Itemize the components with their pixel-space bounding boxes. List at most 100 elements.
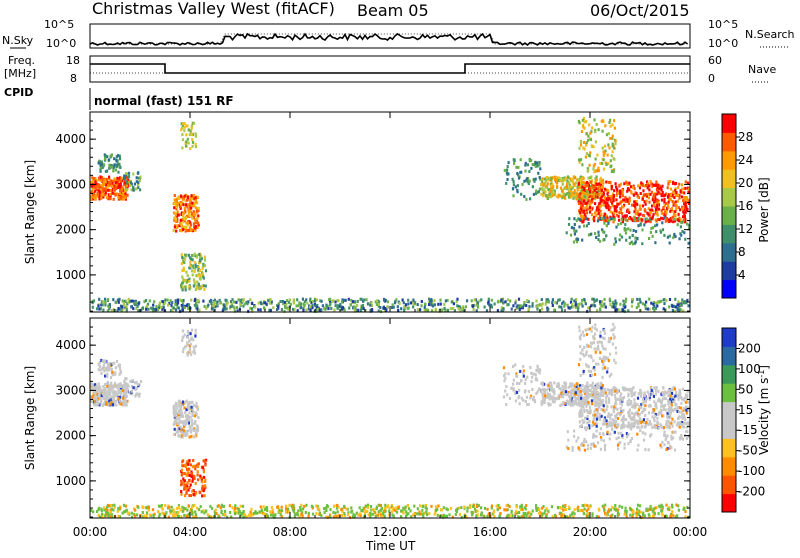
power-cell xyxy=(394,301,396,304)
velocity-cell xyxy=(583,370,585,373)
velocity-cell xyxy=(548,382,550,385)
power-cell xyxy=(173,229,175,232)
power-cell xyxy=(559,298,561,301)
power-cell xyxy=(644,200,646,203)
power-cell xyxy=(677,307,679,310)
power-cell xyxy=(649,218,651,221)
power-cell xyxy=(652,226,654,229)
velocity-cell xyxy=(622,418,624,421)
power-cell xyxy=(639,298,641,301)
power-cell xyxy=(289,298,291,301)
power-cell xyxy=(656,305,658,308)
power-cell xyxy=(642,189,644,192)
power-cell xyxy=(581,178,583,181)
date-label: 06/Oct/2015 xyxy=(590,1,690,20)
velocity-cell xyxy=(93,403,95,406)
velocity-cell xyxy=(513,379,515,382)
velocity-cell xyxy=(333,505,335,508)
power-cell xyxy=(142,306,144,309)
power-cell xyxy=(281,308,283,311)
power-cell xyxy=(105,170,107,173)
power-cell xyxy=(667,186,669,189)
power-cell xyxy=(602,239,604,242)
velocity-cell xyxy=(681,423,683,426)
power-cell xyxy=(582,207,584,210)
power-cell xyxy=(631,300,633,303)
velocity-cell xyxy=(103,369,105,372)
velocity-cell xyxy=(598,406,600,409)
velocity-cell xyxy=(656,417,658,420)
velocity-cell xyxy=(119,367,121,370)
power-cell xyxy=(326,304,328,307)
power-cell xyxy=(588,233,590,236)
power-cell xyxy=(532,163,534,166)
power-cell xyxy=(681,195,683,198)
power-cell xyxy=(632,242,634,245)
velocity-cell xyxy=(601,360,603,363)
power-cell xyxy=(127,194,129,197)
nsearch-label: N.Search xyxy=(745,28,795,41)
velocity-cell xyxy=(584,417,586,420)
power-cell xyxy=(675,208,677,211)
power-cell xyxy=(432,305,434,308)
nave-label: Nave xyxy=(748,63,776,76)
velocity-cell xyxy=(636,433,638,436)
velocity-cell xyxy=(649,434,651,437)
power-cell xyxy=(593,216,595,219)
velocity-cell xyxy=(530,380,532,383)
velocity-cell xyxy=(185,492,187,495)
velocity-cell xyxy=(114,371,116,374)
power-cell xyxy=(594,189,596,192)
power-cell xyxy=(502,301,504,304)
power-cell xyxy=(188,287,190,290)
velocity-cell xyxy=(642,431,644,434)
power-cell xyxy=(595,169,597,172)
power-cell xyxy=(607,189,609,192)
power-cell xyxy=(568,223,570,226)
velocity-cell xyxy=(191,401,193,404)
power-cell xyxy=(631,305,633,308)
power-cell xyxy=(574,189,576,192)
power-cell xyxy=(621,212,623,215)
velocity-cell xyxy=(539,369,541,372)
velocity-cell xyxy=(631,412,633,415)
power-cell xyxy=(536,308,538,311)
power-cell xyxy=(184,122,186,125)
power-cell xyxy=(615,209,617,212)
velocity-cell xyxy=(195,482,197,485)
power-cell xyxy=(685,180,687,183)
power-cell xyxy=(210,302,212,305)
power-cell xyxy=(105,183,107,186)
velocity-cell xyxy=(122,389,124,392)
velocity-cell xyxy=(634,420,636,423)
power-cell xyxy=(538,190,540,193)
velocity-cell xyxy=(595,435,597,438)
velocity-cell xyxy=(545,389,547,392)
power-cell xyxy=(445,299,447,302)
velocity-cell xyxy=(191,419,193,422)
power-cell xyxy=(619,238,621,241)
velocity-cell xyxy=(179,409,181,412)
power-cell xyxy=(267,299,269,302)
power-cell xyxy=(357,309,359,312)
power-cell xyxy=(235,301,237,304)
power-cell xyxy=(599,240,601,243)
power-cell xyxy=(428,303,430,306)
velocity-cell xyxy=(583,440,585,443)
power-cell xyxy=(611,187,613,190)
nave-tick-low: 0 xyxy=(708,72,715,85)
power-cell xyxy=(194,253,196,256)
velocity-cell xyxy=(634,391,636,394)
power-cell xyxy=(195,145,197,148)
power-cell xyxy=(176,204,178,207)
power-cell xyxy=(177,302,179,305)
velocity-cell xyxy=(575,440,577,443)
power-cell xyxy=(506,169,508,172)
power-cell xyxy=(244,303,246,306)
power-cell xyxy=(116,160,118,163)
power-cell xyxy=(637,217,639,220)
velocity-cell xyxy=(592,436,594,439)
power-cell xyxy=(258,302,260,305)
power-cell xyxy=(622,194,624,197)
cpid-value: normal (fast) 151 RF xyxy=(94,94,234,108)
